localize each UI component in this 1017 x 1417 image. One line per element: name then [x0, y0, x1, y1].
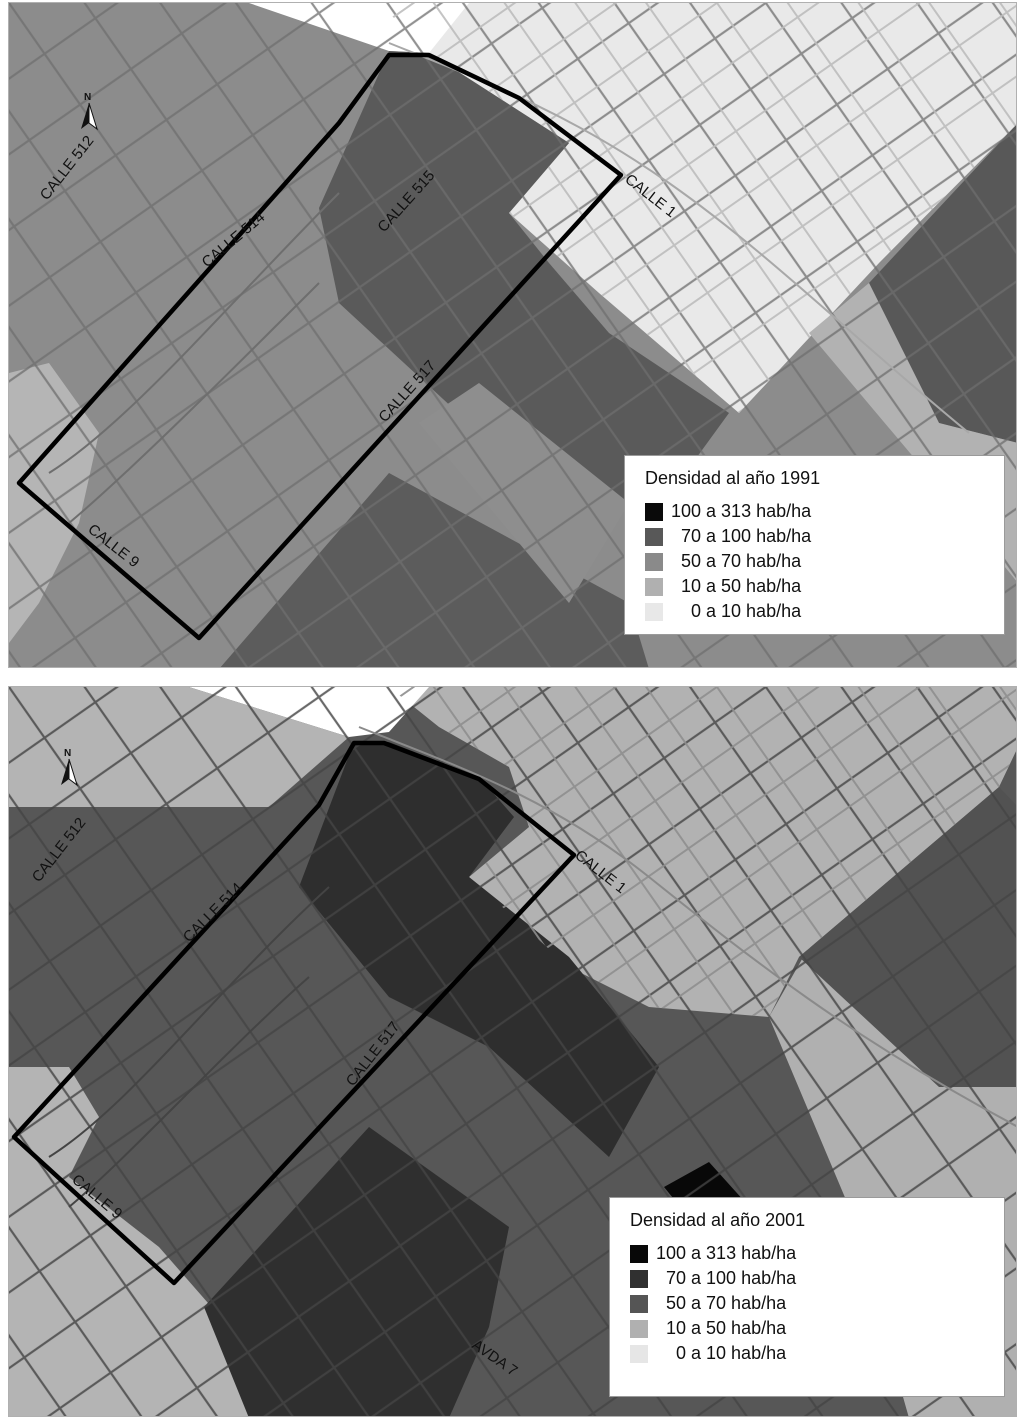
legend-swatch [630, 1294, 648, 1313]
legend-swatch [630, 1269, 648, 1288]
legend-rows: 100 a 313 hab/ha 70 a 100 hab/ha 50 a 70… [630, 1241, 986, 1366]
legend-2001: Densidad al año 2001 100 a 313 hab/ha 70… [609, 1197, 1005, 1397]
legend-item: 70 a 100 hab/ha [630, 1266, 986, 1291]
map-panel-1991: N CALLE 512 CALLE 514 CALLE 515 CALLE 1 … [8, 2, 1017, 668]
legend-label: 0 a 10 hab/ha [656, 1343, 787, 1363]
legend-swatch [630, 1319, 648, 1338]
legend-label: 10 a 50 hab/ha [671, 576, 802, 596]
legend-swatch [630, 1244, 648, 1263]
north-label: N [64, 748, 71, 759]
legend-item: 70 a 100 hab/ha [645, 524, 986, 549]
north-label: N [84, 92, 91, 103]
legend-label: 70 a 100 hab/ha [671, 526, 812, 546]
legend-label: 10 a 50 hab/ha [656, 1318, 787, 1338]
curved-street [48, 886, 330, 1158]
legend-item: 0 a 10 hab/ha [630, 1341, 986, 1366]
legend-label: 100 a 313 hab/ha [671, 501, 812, 521]
legend-label: 50 a 70 hab/ha [656, 1293, 787, 1313]
legend-swatch [630, 1344, 648, 1363]
map-panel-2001: N CALLE 512 CALLE 514 CALLE 1 CALLE 517 … [8, 686, 1017, 1417]
legend-title: Densidad al año 2001 [630, 1210, 806, 1230]
density-map-2001: N CALLE 512 CALLE 514 CALLE 1 CALLE 517 … [9, 687, 1016, 1416]
legend-item: 50 a 70 hab/ha [630, 1291, 986, 1316]
legend-swatch [645, 552, 663, 571]
legend-swatch [645, 577, 663, 596]
legend-item: 10 a 50 hab/ha [645, 574, 986, 599]
north-arrow-icon: N [61, 748, 78, 787]
study-area-outline [16, 52, 624, 641]
legend-rows: 100 a 313 hab/ha 70 a 100 hab/ha 50 a 70… [645, 499, 986, 624]
legend-label: 0 a 10 hab/ha [671, 601, 802, 621]
legend-1991: Densidad al año 1991 100 a 313 hab/ha 70… [624, 455, 1005, 635]
legend-swatch [645, 527, 663, 546]
legend-item: 100 a 313 hab/ha [645, 499, 986, 524]
north-arrow-icon: N [81, 92, 98, 131]
legend-swatch [645, 502, 663, 521]
study-area-outline [11, 740, 577, 1286]
density-map-1991: N CALLE 512 CALLE 514 CALLE 515 CALLE 1 … [9, 3, 1016, 667]
legend-label: 50 a 70 hab/ha [671, 551, 802, 571]
legend-item: 10 a 50 hab/ha [630, 1316, 986, 1341]
legend-item: 0 a 10 hab/ha [645, 599, 986, 624]
curved-street [68, 976, 310, 1208]
legend-title: Densidad al año 1991 [645, 468, 821, 488]
legend-item: 100 a 313 hab/ha [630, 1241, 986, 1266]
legend-item: 50 a 70 hab/ha [645, 549, 986, 574]
block-grid-light-2001 [389, 687, 1016, 1017]
legend-label: 70 a 100 hab/ha [656, 1268, 797, 1288]
curved-street [48, 192, 340, 474]
legend-swatch [645, 602, 663, 621]
curved-street [358, 726, 1016, 1128]
legend-label: 100 a 313 hab/ha [656, 1243, 797, 1263]
curved-street [68, 282, 320, 524]
